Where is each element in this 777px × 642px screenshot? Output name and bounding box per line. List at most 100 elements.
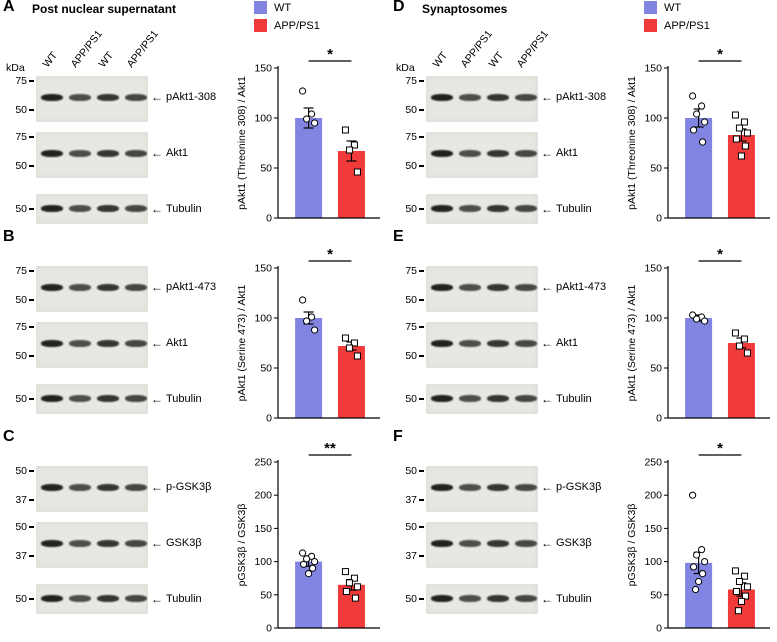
- band-pointer: ← Tubulin: [151, 592, 202, 606]
- blot-image: [36, 194, 148, 224]
- y-tick-label: 100: [644, 313, 662, 325]
- kda-marker-tick: [419, 398, 424, 401]
- data-point-app-ps1: [740, 335, 748, 343]
- data-point-wt: [299, 296, 307, 304]
- data-point-wt: [695, 577, 703, 586]
- lane-label: WT: [486, 49, 507, 70]
- kda-marker: 50: [15, 394, 34, 405]
- bar-chart: 0 50 100 150 200 250 pGSK3β / GSK3β *: [626, 442, 770, 635]
- kda-marker: 50: [15, 466, 34, 477]
- blot-image: [426, 322, 538, 368]
- western-blot-strip: 75 50 ← pAkt1-473: [390, 266, 630, 312]
- protein-band: [97, 595, 119, 602]
- blot-image: [426, 194, 538, 224]
- western-blot-strip: 50 ← Tubulin: [0, 584, 240, 614]
- blot-image: [426, 266, 538, 312]
- protein-band: [41, 340, 63, 347]
- data-point-wt: [689, 491, 697, 499]
- kda-markers: 50 37: [0, 522, 34, 568]
- band-pointer: ← Tubulin: [541, 202, 592, 216]
- blot-image: [36, 584, 148, 614]
- kda-marker-value: 37: [405, 494, 417, 506]
- legend: WT APP/PS1: [254, 1, 320, 32]
- protein-band: [125, 395, 147, 402]
- blot-stack: 75 50 ← pAkt1-473 75 50 ← Akt1 50 ← Tubulin: [0, 266, 240, 414]
- figure-panel: F 50 37 ← p-GSK3β 50 37 ← GSK3β 50 ← Tubulin 0 50 10…: [390, 428, 777, 642]
- protein-band: [431, 595, 453, 602]
- kda-markers: 50: [390, 194, 424, 224]
- band-label: Akt1: [556, 147, 579, 159]
- kda-marker: 75: [15, 322, 34, 333]
- protein-band: [69, 595, 91, 602]
- kda-marker-tick: [29, 470, 34, 473]
- kda-marker-tick: [29, 326, 34, 329]
- kda-marker-value: 50: [15, 203, 27, 215]
- y-tick-label: 0: [656, 413, 662, 425]
- left-arrow-icon: ←: [151, 336, 163, 350]
- protein-band: [515, 484, 537, 491]
- protein-band: [431, 205, 453, 212]
- kda-marker: 50: [15, 204, 34, 215]
- data-point-wt: [308, 313, 316, 321]
- band-pointer: ← Tubulin: [151, 392, 202, 406]
- protein-band: [459, 395, 481, 402]
- legend-color-swatch: [644, 1, 657, 14]
- data-point-app-ps1: [731, 567, 739, 575]
- data-point-app-ps1: [743, 583, 751, 591]
- protein-band: [487, 94, 509, 101]
- legend-color-swatch: [644, 19, 657, 32]
- bar-app-ps1: [727, 135, 755, 218]
- legend: WT APP/PS1: [644, 1, 710, 32]
- protein-band: [515, 205, 537, 212]
- data-point-app-ps1: [341, 568, 349, 576]
- band-pointer: ← pAkt1-308: [151, 90, 216, 104]
- y-axis-label: pGSK3β / GSK3β: [236, 504, 248, 587]
- y-tick-label: 200: [644, 490, 662, 502]
- protein-band: [125, 205, 147, 212]
- bar-chart: 0 50 100 150 200 250 pGSK3β / GSK3β **: [236, 442, 380, 635]
- y-axis-label: pAkt1 (Serine 473) / Akt1: [626, 284, 638, 401]
- kda-marker: 50: [15, 351, 34, 362]
- protein-band: [69, 205, 91, 212]
- left-arrow-icon: ←: [151, 90, 163, 104]
- kda-marker-tick: [29, 526, 34, 529]
- figure-panel: C 50 37 ← p-GSK3β 50 37 ← GSK3β 50 ← Tubulin 0 50 10…: [0, 428, 390, 642]
- legend-label: WT: [274, 1, 292, 14]
- figure-panel: B 75 50 ← pAkt1-473 75 50 ← Akt1 50 ← Tubulin 0 50 1…: [0, 228, 390, 430]
- kda-marker: 50: [405, 161, 424, 172]
- protein-band: [431, 340, 453, 347]
- protein-band: [515, 340, 537, 347]
- protein-band: [459, 484, 481, 491]
- kda-marker-tick: [29, 165, 34, 168]
- y-tick-label: 50: [650, 163, 662, 175]
- protein-band: [41, 284, 63, 291]
- data-point-wt: [698, 102, 706, 110]
- western-blot-strip: 50 ← Tubulin: [390, 384, 630, 414]
- left-arrow-icon: ←: [541, 280, 553, 294]
- kda-marker: 75: [15, 76, 34, 87]
- protein-band: [431, 94, 453, 101]
- kda-marker-value: 75: [405, 321, 417, 333]
- kda-marker-tick: [29, 555, 34, 558]
- protein-band: [459, 595, 481, 602]
- protein-band: [69, 284, 91, 291]
- y-tick-label: 150: [254, 523, 272, 535]
- kda-marker: 50: [405, 522, 424, 533]
- kda-marker: 37: [15, 551, 34, 562]
- bar-wt: [685, 318, 713, 418]
- data-point-wt: [299, 549, 307, 557]
- left-arrow-icon: ←: [541, 392, 553, 406]
- bar-wt: [295, 318, 323, 418]
- left-arrow-icon: ←: [541, 146, 553, 160]
- band-pointer: ← Tubulin: [541, 392, 592, 406]
- kda-marker: 50: [405, 394, 424, 405]
- protein-band: [487, 284, 509, 291]
- y-tick-label: 100: [644, 113, 662, 125]
- lane-label: WT: [40, 49, 61, 70]
- protein-band: [487, 595, 509, 602]
- data-point-wt: [303, 115, 311, 123]
- kda-markers: 50: [390, 384, 424, 414]
- significance-asterisk: *: [717, 442, 723, 457]
- kda-markers: 50: [0, 384, 34, 414]
- kda-marker-tick: [419, 270, 424, 273]
